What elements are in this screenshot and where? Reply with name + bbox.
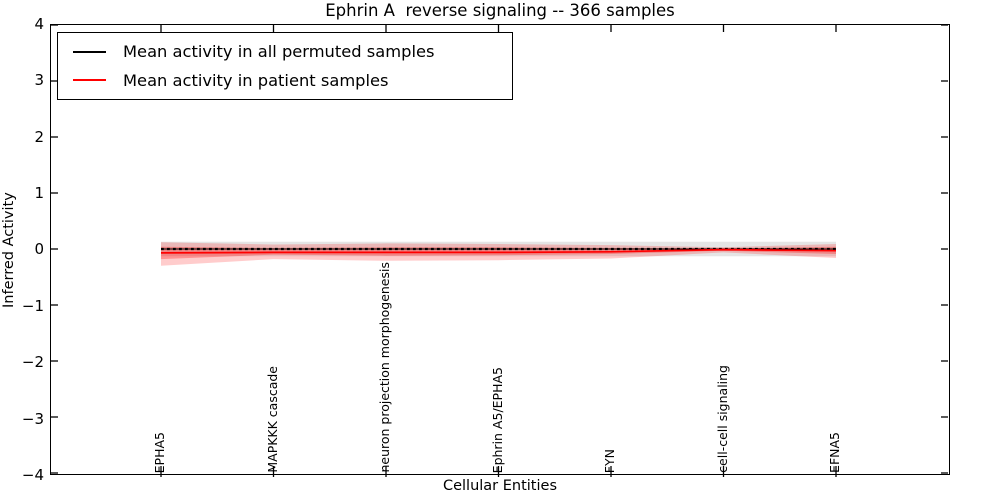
- x-tick-label: MAPKKK cascade: [265, 366, 280, 473]
- x-tick-label: EFNA5: [827, 432, 842, 473]
- plot-area: [50, 24, 950, 477]
- y-tick-label: 4: [34, 15, 44, 33]
- y-tick-label: −1: [21, 297, 44, 315]
- legend-label-patient: Mean activity in patient samples: [123, 70, 389, 90]
- chart-title: Ephrin A reverse signaling -- 366 sample…: [325, 1, 675, 20]
- legend: Mean activity in all permuted samples Me…: [57, 32, 513, 100]
- y-tick-label: 1: [34, 184, 44, 202]
- y-tick-label: −3: [21, 410, 44, 428]
- mean-line-series-1: [160, 248, 837, 254]
- y-tick-label: 3: [34, 71, 44, 89]
- x-tick-label: Ephrin A5/EPHA5: [490, 366, 505, 473]
- x-tick-label: neuron projection morphogenesis: [377, 262, 392, 473]
- y-tick-label: 0: [34, 240, 44, 258]
- y-tick-label: −2: [21, 353, 44, 371]
- y-tick-label: 2: [34, 128, 44, 146]
- legend-line-permuted-icon: [73, 50, 106, 53]
- x-tick-label: cell-cell signaling: [715, 365, 730, 473]
- legend-item-permuted: Mean activity in all permuted samples: [58, 42, 512, 61]
- x-tick-label: FYN: [602, 448, 617, 473]
- legend-item-patient: Mean activity in patient samples: [58, 71, 512, 90]
- chart-canvas: [51, 24, 948, 477]
- x-axis-label: Cellular Entities: [442, 478, 558, 494]
- legend-line-patient-icon: [73, 79, 106, 82]
- y-tick-label: −4: [21, 466, 44, 484]
- x-tick-label: EPHA5: [152, 431, 167, 473]
- legend-label-permuted: Mean activity in all permuted samples: [123, 42, 435, 62]
